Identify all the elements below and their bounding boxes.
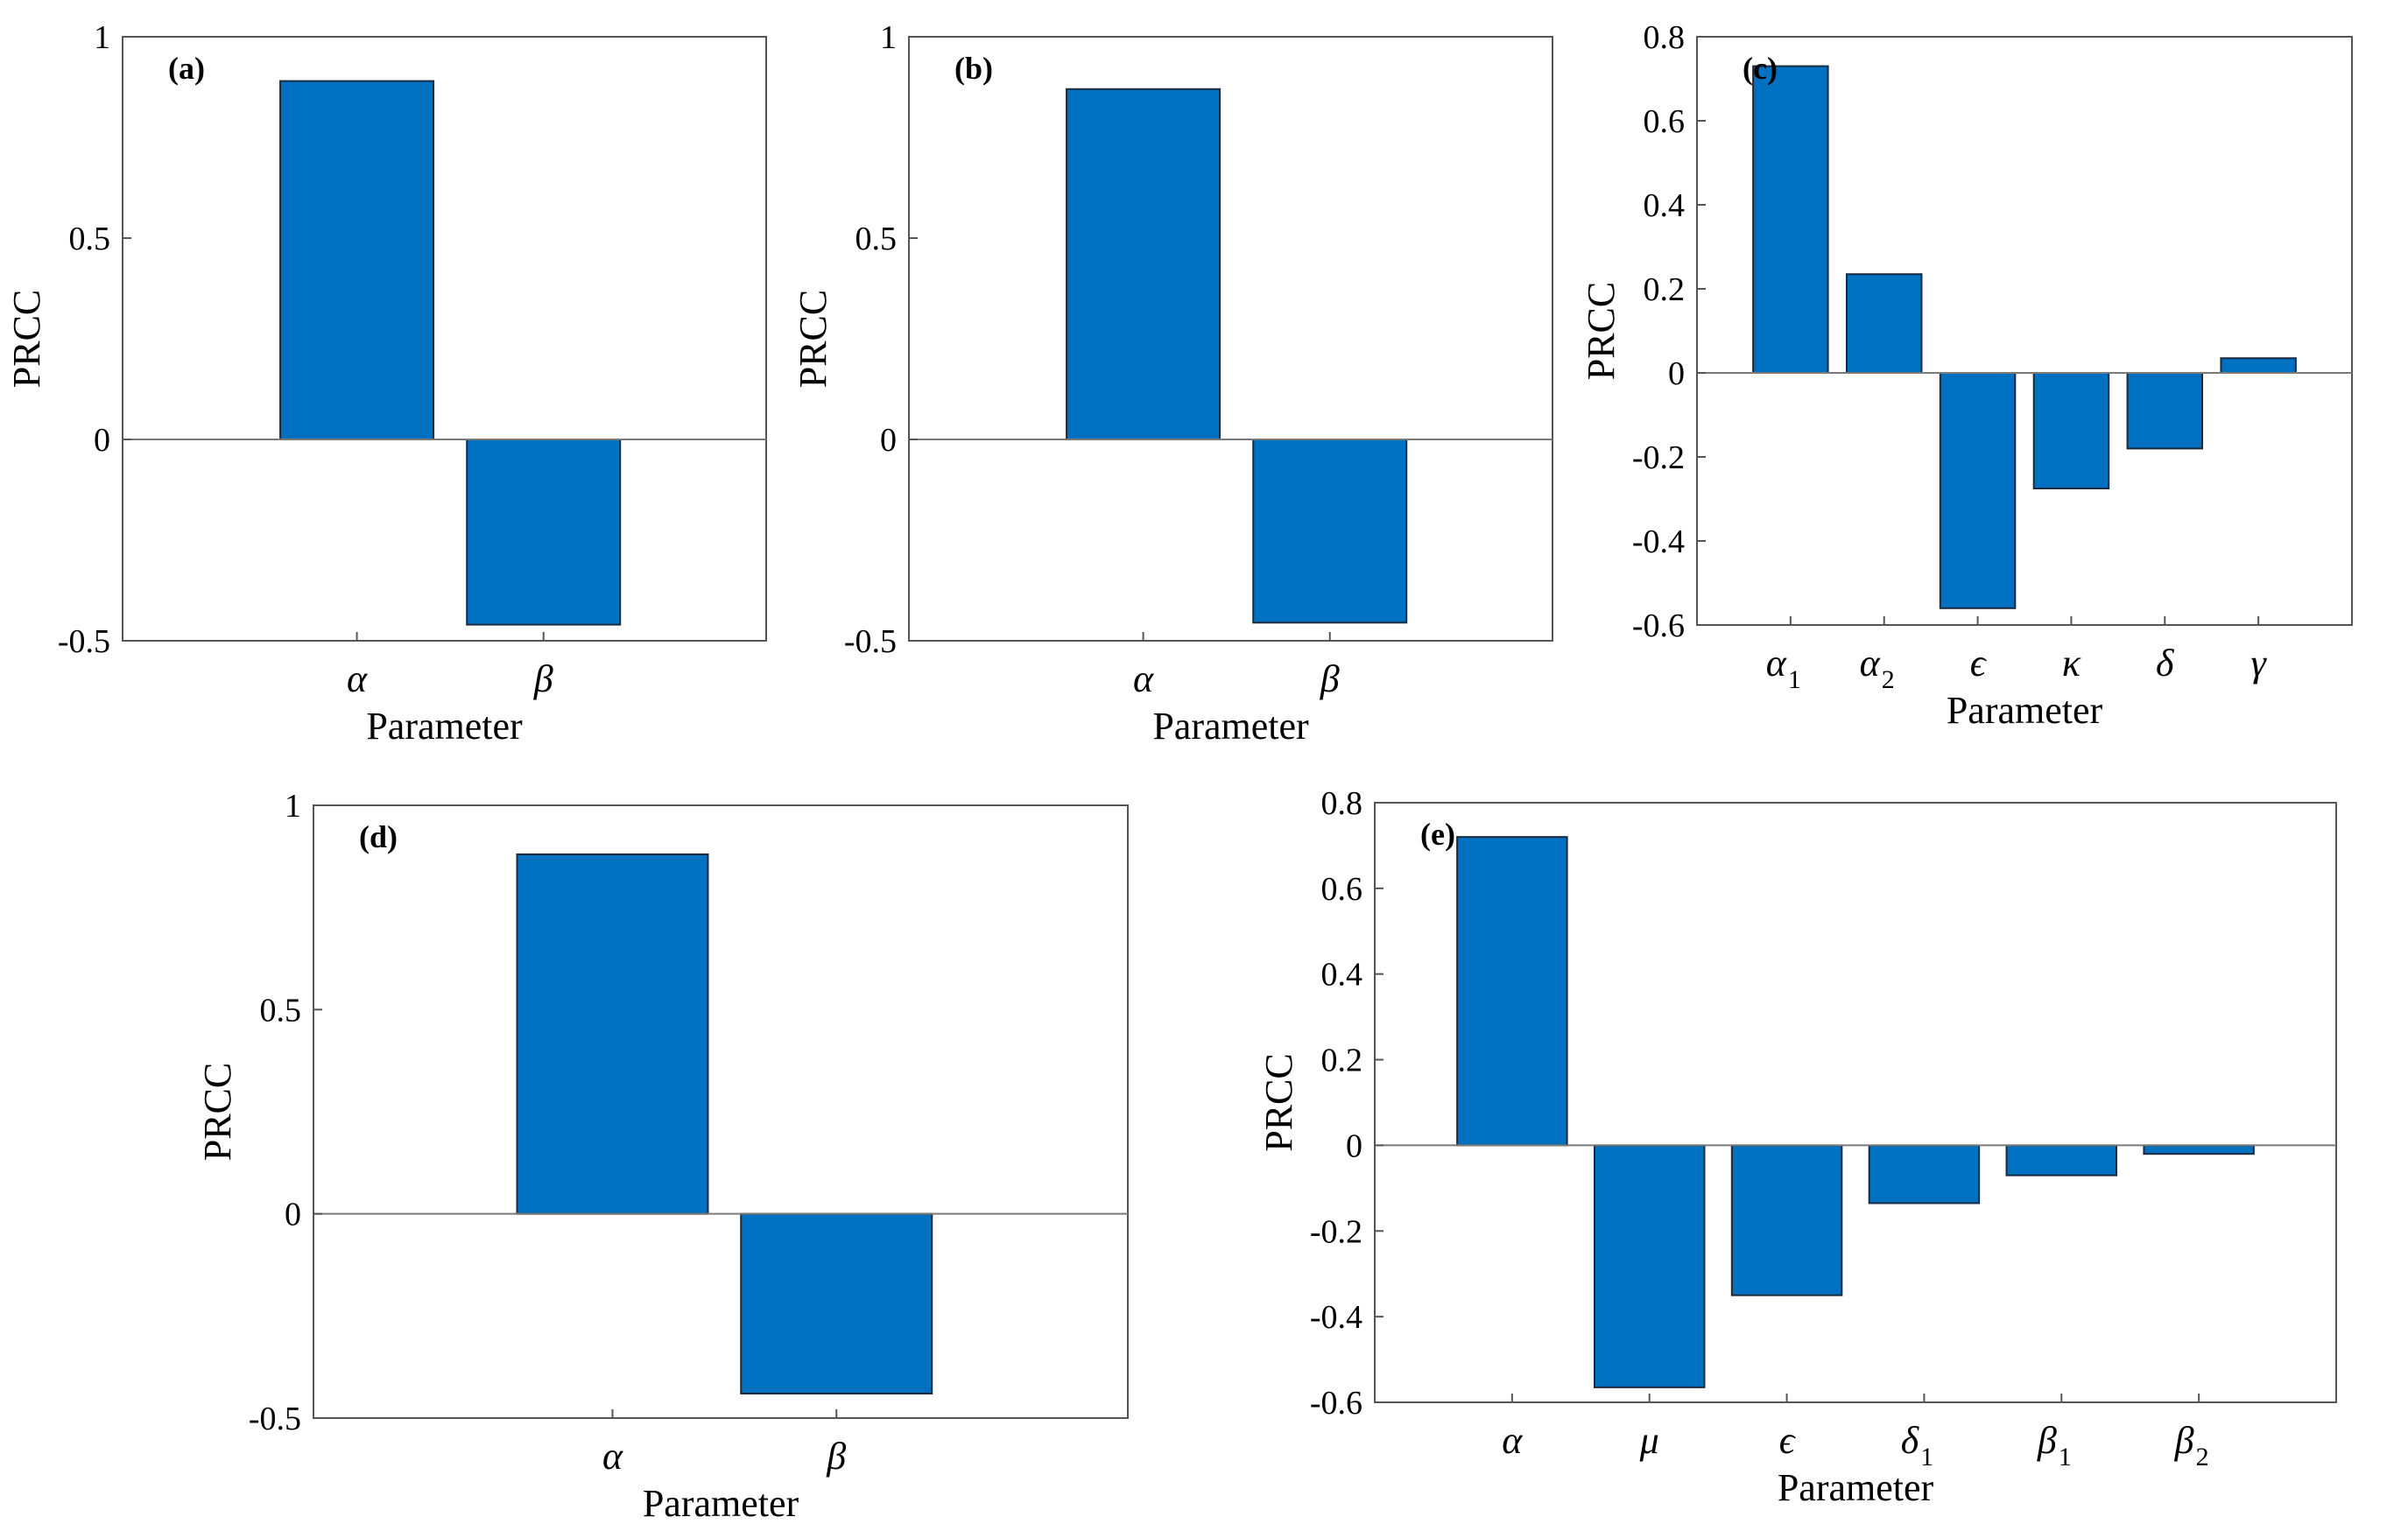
bar-4 [1868, 1144, 1981, 1204]
x-category-label: α2 [1860, 642, 1895, 694]
bar-2 [1593, 1144, 1706, 1388]
x-category-label: β1 [2037, 1419, 2072, 1471]
bar-1 [516, 853, 709, 1215]
y-tick-label: 0.5 [855, 221, 898, 257]
axes-frame [908, 36, 1553, 642]
y-tick-label: 0.2 [1644, 271, 1686, 308]
bar-1 [1456, 836, 1568, 1147]
bar-3 [1939, 372, 2017, 609]
chart-panel-d: -0.5 0 0.5 1 α β Parameter PRCC (d) [196, 788, 1129, 1525]
y-tick-label: 0.4 [1321, 957, 1363, 994]
x-category-label: δ1 [1901, 1419, 1933, 1471]
x-category-label: α [1133, 657, 1154, 700]
bar-4 [2032, 372, 2110, 489]
y-tick-label: 0 [1668, 355, 1685, 392]
x-category-label: α [602, 1435, 623, 1478]
y-tick-label: -0.5 [844, 623, 897, 660]
y-tick-label: -0.4 [1632, 523, 1685, 560]
x-axis-label: Parameter [366, 705, 523, 748]
axes-frame [1696, 36, 2353, 626]
x-category-label: β2 [2174, 1419, 2209, 1471]
bar-2 [1845, 273, 1923, 375]
y-tick-label: -0.2 [1632, 439, 1685, 476]
panel-label: (a) [168, 51, 205, 86]
y-tick-label: 0.6 [1644, 103, 1686, 140]
panel-label: (e) [1420, 817, 1455, 852]
y-tick-label: -0.4 [1310, 1299, 1362, 1336]
y-tick-label: 0.4 [1644, 187, 1686, 224]
x-category-label: β [533, 657, 553, 700]
bar-6 [2143, 1144, 2255, 1155]
x-category-label: β [826, 1435, 846, 1478]
bar-1 [279, 80, 435, 440]
y-axis-label: PRCC [792, 290, 834, 389]
bar-1 [1752, 65, 1829, 374]
y-tick-label: 0.8 [1644, 19, 1686, 56]
y-tick-label: 0.2 [1321, 1043, 1363, 1079]
y-axis-label: PRCC [196, 1063, 239, 1162]
x-category-label: β [1320, 657, 1340, 700]
x-category-label: ϵ [1779, 1419, 1797, 1462]
y-tick-label: 0 [1346, 1127, 1362, 1164]
y-tick-label: 1 [880, 19, 897, 56]
x-axis-label: Parameter [1778, 1466, 1934, 1509]
bar-5 [2126, 372, 2204, 450]
bar-6 [2220, 357, 2297, 375]
panel-label: (b) [954, 51, 993, 86]
y-axis-label: PRCC [5, 290, 48, 389]
x-axis-label: Parameter [643, 1482, 799, 1525]
y-axis-label: PRCC [1257, 1053, 1300, 1152]
bar-5 [2005, 1144, 2118, 1176]
bar-2 [740, 1212, 933, 1394]
x-category-label: ϵ [1970, 642, 1988, 685]
y-tick-label: 0.8 [1321, 785, 1363, 822]
chart-panel-b: -0.5 0 0.5 1 α β Parameter PRCC (b) [792, 19, 1553, 748]
bar-3 [1730, 1144, 1843, 1296]
y-tick-label: 0 [880, 422, 897, 459]
x-axis-label: Parameter [1152, 705, 1309, 748]
bar-2 [1252, 439, 1408, 624]
y-tick-label: 1 [94, 19, 110, 56]
panel-label: (c) [1743, 51, 1778, 86]
y-tick-label: -0.5 [249, 1401, 301, 1437]
axes-frame [313, 804, 1129, 1419]
y-tick-label: 0.6 [1321, 871, 1363, 908]
y-tick-label: -0.6 [1632, 607, 1685, 644]
y-tick-label: 1 [285, 788, 301, 825]
x-axis-label: Parameter [1947, 689, 2103, 732]
axes-frame [122, 36, 767, 642]
x-category-label: γ [2250, 642, 2267, 685]
y-tick-label: -0.6 [1310, 1385, 1362, 1422]
axes-frame [1374, 802, 2337, 1403]
chart-panel-c: -0.6 -0.4 -0.2 0 0.2 0.4 0.6 0.8 α1 α2 ϵ κ δ γ Paramet… [1580, 19, 2353, 732]
x-category-label: α [1502, 1419, 1523, 1462]
bar-2 [466, 439, 622, 626]
y-tick-label: -0.5 [58, 623, 110, 660]
bar-1 [1066, 88, 1222, 441]
y-tick-label: 0.5 [260, 992, 302, 1029]
chart-panel-e: -0.6 -0.4 -0.2 0 0.2 0.4 0.6 0.8 α μ ϵ δ1 β1 β2 Parame… [1257, 785, 2337, 1509]
y-tick-label: 0 [94, 422, 110, 459]
x-category-label: κ [2062, 642, 2081, 685]
x-category-label: μ [1639, 1419, 1659, 1462]
y-axis-label: PRCC [1580, 282, 1623, 381]
x-category-label: α1 [1766, 642, 1801, 694]
y-tick-label: -0.2 [1310, 1213, 1362, 1250]
y-tick-label: 0 [285, 1197, 301, 1233]
panel-label: (d) [359, 819, 398, 854]
y-tick-label: 0.5 [69, 221, 111, 257]
x-category-label: δ [2156, 642, 2175, 685]
x-category-label: α [347, 657, 368, 700]
